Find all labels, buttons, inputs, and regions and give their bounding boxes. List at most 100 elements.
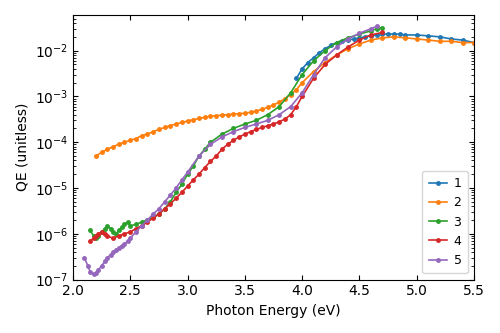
4	[202, 166, 207, 169]
4	[288, 113, 294, 117]
1	[368, 34, 374, 38]
4	[368, 33, 374, 37]
4	[299, 95, 305, 99]
3	[173, 190, 179, 194]
5	[276, 113, 282, 117]
1	[471, 41, 477, 45]
5	[356, 31, 362, 35]
5	[299, 91, 305, 95]
1	[436, 35, 442, 39]
4	[254, 128, 260, 132]
3	[110, 230, 116, 234]
1	[362, 35, 368, 39]
2	[196, 117, 202, 121]
5	[122, 242, 128, 246]
3	[276, 105, 282, 109]
5	[345, 37, 351, 41]
1	[310, 56, 316, 60]
5	[108, 253, 114, 257]
3	[345, 36, 351, 40]
5	[116, 245, 122, 249]
4	[144, 220, 150, 224]
2	[282, 97, 288, 101]
3	[87, 228, 93, 232]
3	[168, 200, 173, 204]
4	[230, 138, 236, 142]
1	[385, 32, 391, 36]
5	[87, 269, 93, 273]
4	[184, 184, 190, 188]
3	[334, 41, 340, 45]
4	[98, 230, 104, 234]
4	[87, 239, 93, 243]
4	[156, 212, 162, 216]
4	[122, 232, 128, 236]
5	[368, 27, 374, 31]
1	[340, 39, 345, 43]
4	[179, 190, 185, 194]
4	[93, 234, 99, 238]
3	[208, 140, 214, 144]
4	[116, 234, 122, 238]
5	[334, 45, 340, 49]
4	[168, 202, 173, 206]
3	[102, 226, 108, 230]
3	[150, 215, 156, 219]
4	[95, 232, 101, 236]
4	[282, 117, 288, 121]
Legend: 1, 2, 3, 4, 5: 1, 2, 3, 4, 5	[422, 171, 468, 273]
1	[334, 41, 340, 45]
3	[288, 91, 294, 95]
5	[114, 248, 119, 252]
1	[448, 37, 454, 41]
1	[345, 38, 351, 42]
1	[414, 33, 420, 37]
3	[265, 113, 271, 117]
1	[316, 51, 322, 55]
4	[133, 226, 139, 230]
4	[265, 124, 271, 128]
3	[144, 218, 150, 222]
5	[144, 218, 150, 222]
3	[90, 234, 96, 238]
5	[265, 118, 271, 122]
4	[127, 230, 133, 234]
5	[90, 272, 96, 276]
1	[294, 76, 300, 80]
4	[110, 236, 116, 240]
4	[208, 160, 214, 164]
4	[242, 132, 248, 136]
5	[184, 170, 190, 174]
5	[110, 250, 116, 254]
4	[334, 53, 340, 57]
5	[93, 271, 99, 275]
5	[219, 135, 225, 139]
3	[299, 73, 305, 77]
4	[102, 232, 108, 236]
5	[230, 130, 236, 134]
4	[248, 130, 254, 134]
4	[345, 45, 351, 49]
3	[108, 226, 114, 230]
1	[322, 47, 328, 51]
3	[184, 172, 190, 176]
4	[219, 147, 225, 151]
3	[104, 224, 110, 228]
3	[133, 222, 139, 226]
4	[162, 207, 168, 211]
X-axis label: Photon Energy (eV): Photon Energy (eV)	[206, 304, 341, 318]
3	[230, 127, 236, 131]
3	[242, 122, 248, 126]
4	[90, 236, 96, 240]
3	[219, 132, 225, 136]
5	[150, 212, 156, 216]
4	[138, 224, 144, 228]
4	[294, 105, 300, 109]
5	[102, 259, 108, 263]
5	[288, 105, 294, 109]
5	[310, 73, 316, 77]
2	[230, 112, 236, 116]
4	[276, 120, 282, 124]
1	[299, 67, 305, 71]
5	[156, 207, 162, 211]
